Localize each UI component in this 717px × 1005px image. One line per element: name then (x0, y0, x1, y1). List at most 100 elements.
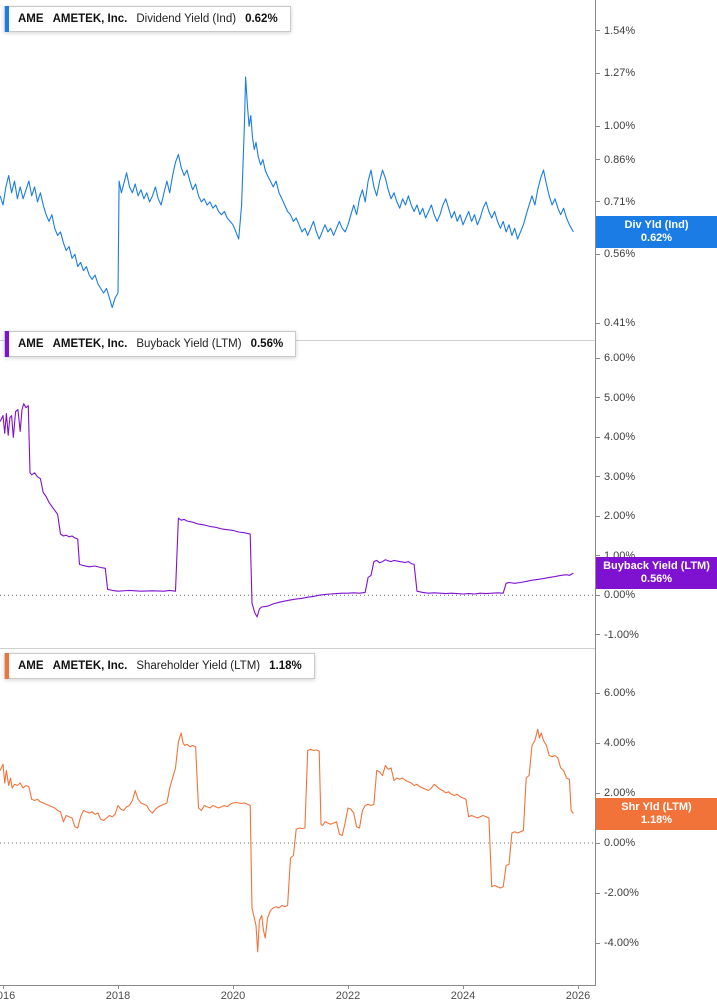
y-tick-mark (596, 436, 600, 438)
metric-name: Shareholder Yield (LTM) (136, 660, 261, 672)
x-tick-mark (348, 986, 349, 989)
legend-buyback-yield[interactable]: AME AMETEK, Inc. Buyback Yield (LTM) 0.5… (4, 331, 297, 357)
y-tick-mark (596, 555, 600, 557)
company-name: AMETEK, Inc. (52, 338, 128, 350)
company-name: AMETEK, Inc. (52, 13, 128, 25)
y-axis-tick: -2.00% (596, 886, 639, 900)
series-line (0, 403, 574, 618)
y-tick-mark (596, 842, 600, 844)
legend-dividend-yield[interactable]: AME AMETEK, Inc. Dividend Yield (Ind) 0.… (4, 6, 291, 32)
y-tick-label: 0.00% (604, 837, 636, 849)
y-tick-label: 2.00% (604, 510, 636, 523)
y-axis-column: Div Yld (Ind) 0.62% Buyback Yield (LTM) … (596, 0, 717, 1005)
y-axis-tick: 5.00% (596, 391, 635, 405)
buyback-yield-chart[interactable] (0, 341, 595, 648)
y-tick-mark (596, 201, 600, 203)
y-axis-tick: -4.00% (596, 936, 639, 950)
dividend-yield-chart[interactable] (0, 0, 595, 340)
y-tick-label: 4.00% (604, 431, 636, 444)
y-tick-mark (596, 30, 600, 32)
x-tick-label: 2024 (450, 990, 476, 1002)
x-tick-mark (578, 986, 579, 989)
y-tick-mark (596, 742, 600, 744)
y-tick-mark (596, 594, 600, 596)
y-axis-tick: 0.41% (596, 316, 635, 330)
x-tick-mark (3, 986, 4, 989)
y-tick-label: 4.00% (604, 737, 636, 749)
y-tick-label: 0.86% (604, 153, 636, 166)
metric-name: Dividend Yield (Ind) (136, 13, 237, 25)
y-tick-label: 0.56% (604, 248, 636, 261)
series-line (0, 76, 574, 309)
y-tick-mark (596, 125, 600, 127)
metric-value: 1.18% (269, 660, 302, 672)
y-tick-mark (596, 892, 600, 894)
x-tick-mark (463, 986, 464, 989)
panel-dividend-yield: AME AMETEK, Inc. Dividend Yield (Ind) 0.… (0, 0, 595, 341)
axis-badge-div-yld: Div Yld (Ind) 0.62% (596, 215, 717, 248)
x-tick-label: 2022 (335, 990, 361, 1002)
y-axis-tick: 2.00% (596, 786, 635, 800)
panel-shareholder-yield: AME AMETEK, Inc. Shareholder Yield (LTM)… (0, 649, 595, 985)
panel-buyback-yield: AME AMETEK, Inc. Buyback Yield (LTM) 0.5… (0, 331, 595, 649)
y-axis-tick: 4.00% (596, 430, 635, 444)
y-tick-label: 5.00% (604, 391, 636, 404)
y-tick-label: 0.71% (604, 195, 636, 208)
y-tick-label: -4.00% (604, 937, 639, 949)
y-axis-tick: 6.00% (596, 686, 635, 700)
axis-badge-value: 1.18% (640, 813, 673, 826)
y-axis-tick: 0.86% (596, 153, 635, 167)
x-tick-label: 2026 (565, 990, 591, 1002)
y-axis-tick: 3.00% (596, 470, 635, 484)
y-tick-label: 0.00% (604, 589, 636, 602)
ticker-label: AME (18, 338, 44, 350)
metric-value: 0.62% (245, 13, 278, 25)
series-color-bar (5, 653, 9, 679)
metric-value: 0.56% (250, 338, 284, 350)
y-tick-mark (596, 515, 600, 517)
axis-badge-label: Div Yld (Ind) (624, 218, 689, 231)
legend-shareholder-yield[interactable]: AME AMETEK, Inc. Shareholder Yield (LTM)… (4, 653, 315, 679)
y-tick-mark (596, 692, 600, 694)
y-tick-label: 0.41% (604, 317, 636, 330)
axis-badge-label: Buyback Yield (LTM) (603, 560, 710, 573)
axis-badge-value: 0.62% (640, 231, 673, 244)
y-tick-mark (596, 253, 600, 255)
shareholder-yield-chart[interactable] (0, 649, 595, 985)
y-tick-mark (596, 476, 600, 478)
company-name: AMETEK, Inc. (52, 660, 128, 672)
y-axis-tick: 0.71% (596, 195, 635, 209)
y-tick-label: 6.00% (604, 352, 636, 365)
y-axis-tick: 2.00% (596, 509, 635, 523)
axis-badge-buyback-yld: Buyback Yield (LTM) 0.56% (596, 557, 717, 590)
axis-badge-value: 0.56% (640, 573, 673, 586)
ticker-label: AME (18, 660, 44, 672)
y-tick-mark (596, 322, 600, 324)
series-color-bar (5, 331, 9, 357)
ticker-label: AME (18, 13, 44, 25)
axis-badge-label: Shr Yld (LTM) (621, 800, 692, 813)
y-tick-mark (596, 942, 600, 944)
metric-name: Buyback Yield (LTM) (136, 338, 242, 350)
x-tick-mark (118, 986, 119, 989)
y-tick-label: 2.00% (604, 787, 636, 799)
y-tick-label: 1.27% (604, 67, 636, 80)
y-axis-tick: 6.00% (596, 351, 635, 365)
x-tick-mark (233, 986, 234, 989)
y-tick-label: 1.54% (604, 24, 636, 37)
y-axis-tick: 0.00% (596, 588, 635, 602)
series-color-bar (5, 6, 9, 32)
y-tick-mark (596, 159, 600, 161)
y-tick-mark (596, 792, 600, 794)
y-tick-mark (596, 72, 600, 74)
x-axis: 2016 2018 2020 2022 2024 2026 (0, 986, 596, 1005)
y-tick-label: 6.00% (604, 687, 636, 699)
y-tick-label: -2.00% (604, 887, 639, 899)
x-tick-label: 2016 (0, 990, 16, 1002)
chart-column: AME AMETEK, Inc. Dividend Yield (Ind) 0.… (0, 0, 596, 986)
y-tick-label: 1.00% (604, 120, 636, 133)
y-axis-tick: -1.00% (596, 628, 639, 642)
y-axis-tick: 0.56% (596, 247, 635, 261)
y-tick-mark (596, 634, 600, 636)
y-tick-mark (596, 357, 600, 359)
